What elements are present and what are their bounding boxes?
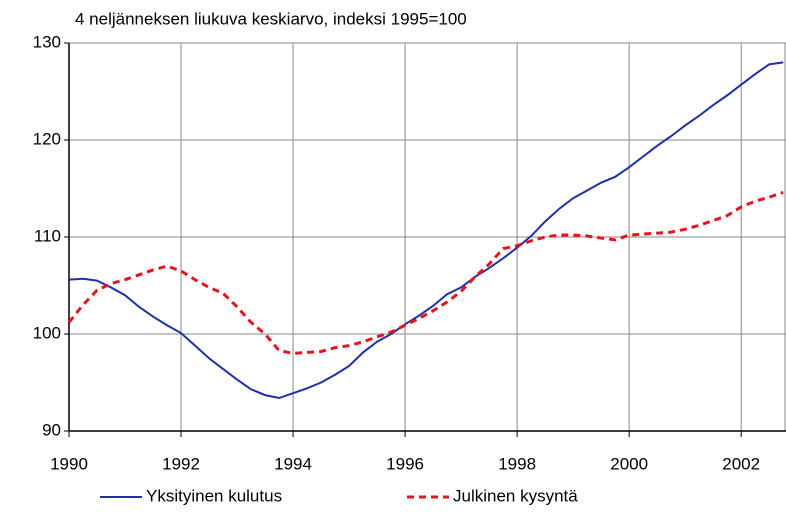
x-tick-label: 1998 bbox=[498, 454, 536, 473]
legend-label: Yksityinen kulutus bbox=[146, 486, 282, 505]
y-tick-label: 120 bbox=[33, 129, 61, 148]
x-tick-label: 2002 bbox=[722, 454, 760, 473]
y-tick-label: 110 bbox=[34, 226, 61, 245]
chart-title: 4 neljänneksen liukuva keskiarvo, indeks… bbox=[75, 9, 467, 28]
series-line bbox=[68, 61, 784, 400]
x-tick-label: 1996 bbox=[386, 454, 424, 473]
y-tick-label: 90 bbox=[42, 420, 61, 439]
x-tick-label: 1990 bbox=[50, 454, 88, 473]
legend-label: Julkinen kysyntä bbox=[453, 486, 578, 505]
x-tick-label: 2000 bbox=[610, 454, 648, 473]
series-line bbox=[67, 190, 784, 355]
x-tick-label: 1994 bbox=[274, 454, 312, 473]
y-tick-label: 130 bbox=[33, 32, 61, 51]
x-tick-label: 1992 bbox=[162, 454, 200, 473]
y-tick-label: 100 bbox=[33, 323, 61, 342]
